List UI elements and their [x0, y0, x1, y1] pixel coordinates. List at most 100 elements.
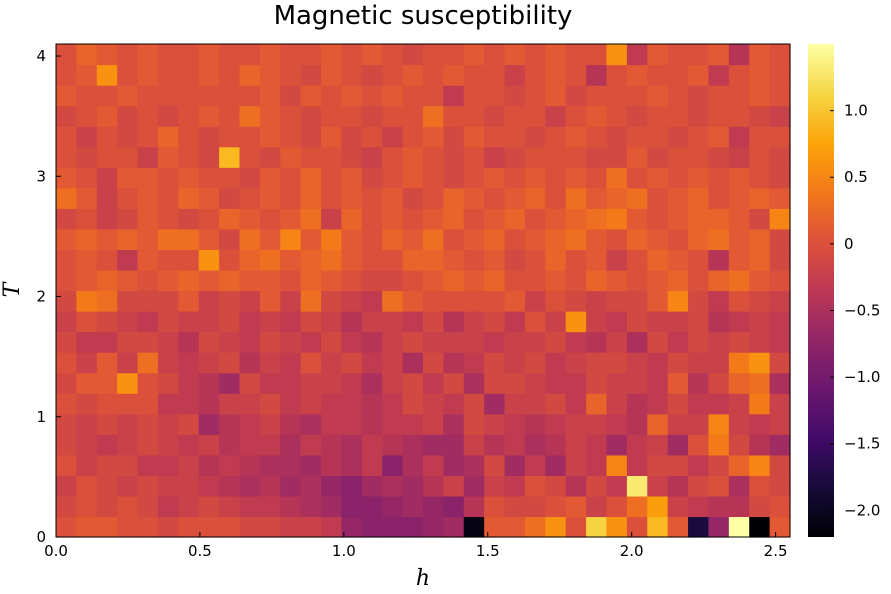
heatmap-cell — [300, 372, 322, 394]
heatmap-cell — [157, 126, 179, 148]
heatmap-cell — [463, 249, 485, 271]
heatmap-cell — [565, 105, 587, 127]
heatmap-cell — [300, 44, 322, 66]
heatmap-cell — [361, 249, 383, 271]
heatmap-cell — [321, 146, 343, 168]
heatmap-cell — [321, 352, 343, 374]
heatmap-cell — [259, 495, 281, 518]
heatmap-cell — [96, 311, 118, 333]
heatmap-cell — [565, 269, 587, 292]
heatmap-cell — [484, 434, 506, 456]
heatmap-cell — [178, 208, 200, 230]
heatmap-cell — [198, 352, 220, 374]
heatmap-cell — [565, 495, 587, 518]
heatmap-cell — [423, 434, 444, 456]
heatmap-cell — [76, 434, 98, 456]
heatmap-cell — [382, 64, 404, 86]
heatmap-cell — [484, 495, 506, 518]
heatmap-cell — [198, 105, 220, 127]
heatmap-cell — [565, 249, 587, 271]
heatmap-cell — [586, 311, 608, 333]
heatmap-cell — [361, 228, 383, 251]
heatmap-cell — [321, 269, 343, 292]
heatmap-cell — [749, 393, 771, 415]
heatmap-cell — [96, 269, 118, 292]
heatmap-cell — [280, 146, 302, 168]
heatmap-cell — [382, 413, 404, 435]
heatmap-cell — [749, 495, 771, 518]
heatmap-cell — [728, 372, 750, 394]
heatmap-cell — [382, 228, 404, 251]
heatmap-cell — [280, 85, 302, 107]
heatmap-cell — [341, 249, 363, 271]
heatmap-cell — [524, 269, 546, 292]
heatmap-cell — [402, 64, 424, 86]
heatmap-cell — [667, 495, 689, 518]
heatmap-cell — [76, 372, 98, 394]
heatmap-cell — [524, 516, 546, 538]
heatmap-cell — [402, 434, 424, 456]
heatmap-cell — [443, 331, 465, 353]
heatmap-cell — [504, 413, 526, 435]
heatmap-cell — [402, 105, 424, 127]
heatmap-cell — [178, 187, 200, 209]
heatmap-cell — [259, 434, 281, 456]
heatmap-cell — [382, 516, 404, 538]
heatmap-cell — [667, 126, 689, 148]
heatmap-cell — [463, 454, 485, 476]
heatmap-cell — [586, 454, 608, 476]
heatmap-cell — [137, 187, 159, 209]
heatmap-cell — [76, 44, 98, 66]
heatmap-cell — [423, 64, 444, 86]
heatmap-cell — [239, 393, 261, 415]
heatmap-cell — [606, 228, 628, 251]
heatmap-cell — [565, 85, 587, 107]
heatmap-cell — [382, 249, 404, 271]
heatmap-cell — [198, 434, 220, 456]
heatmap-cell — [728, 290, 750, 312]
heatmap-cell — [76, 516, 98, 538]
heatmap-cell — [56, 311, 77, 333]
heatmap-cell — [117, 187, 139, 209]
heatmap-cell — [280, 475, 302, 497]
heatmap-cell — [565, 64, 587, 86]
heatmap-cell — [76, 208, 98, 230]
heatmap-cell — [361, 393, 383, 415]
heatmap-cell — [382, 331, 404, 353]
heatmap-cell — [606, 434, 628, 456]
heatmap-cell — [443, 393, 465, 415]
heatmap-cell — [76, 146, 98, 168]
heatmap-cell — [545, 44, 567, 66]
heatmap-cell — [56, 85, 77, 107]
heatmap-cell — [382, 105, 404, 127]
heatmap-cell — [769, 372, 791, 394]
heatmap-cell — [76, 495, 98, 518]
heatmap-cell — [728, 331, 750, 353]
heatmap-cell — [402, 413, 424, 435]
heatmap-cell — [280, 249, 302, 271]
y-axis-ticks: 0 1 2 3 4 — [36, 47, 61, 546]
heatmap-cell — [565, 146, 587, 168]
heatmap-cell — [728, 269, 750, 292]
heatmap-cell — [178, 434, 200, 456]
heatmap-cell — [341, 393, 363, 415]
heatmap-cell — [157, 187, 179, 209]
heatmap-cell — [341, 85, 363, 107]
heatmap-cell — [402, 126, 424, 148]
heatmap-cell — [423, 187, 444, 209]
heatmap-cell — [382, 290, 404, 312]
heatmap-cell — [484, 516, 506, 538]
heatmap-cell — [198, 85, 220, 107]
heatmap-cell — [463, 495, 485, 518]
heatmap-cell — [769, 311, 791, 333]
heatmap-cell — [463, 269, 485, 292]
heatmap-cell — [708, 393, 730, 415]
heatmap-cell — [647, 105, 669, 127]
heatmap-cell — [341, 290, 363, 312]
heatmap-cell — [259, 85, 281, 107]
heatmap-cell — [300, 352, 322, 374]
heatmap-cell — [769, 228, 791, 251]
heatmap-cell — [708, 290, 730, 312]
heatmap-cell — [341, 208, 363, 230]
heatmap-cell — [219, 167, 241, 189]
